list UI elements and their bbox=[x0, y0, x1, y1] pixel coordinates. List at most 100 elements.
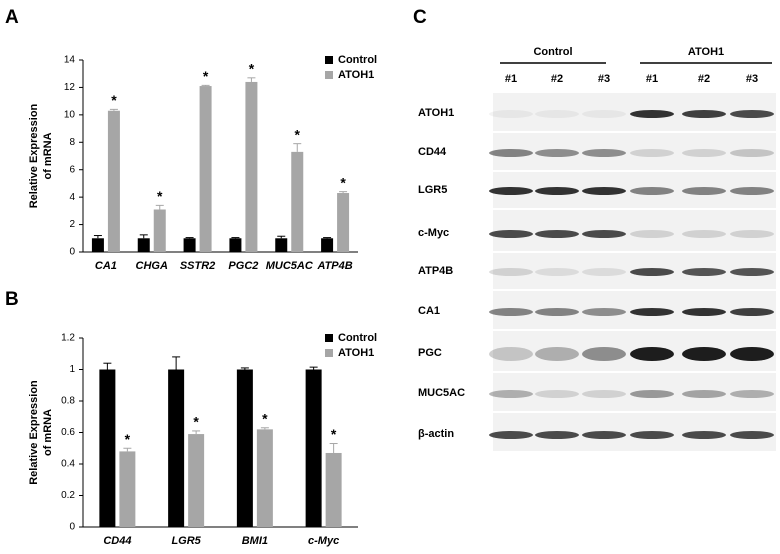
row-label: CA1 bbox=[418, 305, 440, 317]
lane-label: #1 bbox=[646, 73, 658, 85]
y-tick-label: 0.6 bbox=[61, 427, 75, 438]
error-bar bbox=[309, 366, 318, 370]
y-tick-label: 0.4 bbox=[61, 459, 75, 470]
legend-label: Control bbox=[338, 54, 377, 66]
legend-label: ATOH1 bbox=[338, 69, 374, 81]
y-tick-label: 2 bbox=[69, 219, 75, 230]
significance: * bbox=[340, 174, 346, 190]
bar bbox=[188, 434, 205, 527]
bar bbox=[275, 238, 288, 252]
lane-label: #2 bbox=[698, 73, 710, 85]
bar bbox=[91, 238, 104, 252]
y-tick-label: 0 bbox=[69, 522, 75, 533]
error-bar bbox=[323, 237, 332, 239]
blot-band bbox=[535, 149, 579, 157]
significance: * bbox=[193, 414, 199, 430]
error-bar bbox=[123, 447, 132, 452]
bar bbox=[199, 86, 212, 252]
blot-band bbox=[682, 431, 726, 439]
bar bbox=[236, 369, 253, 527]
y-tick-label: 4 bbox=[69, 192, 75, 203]
blot-band bbox=[630, 110, 674, 118]
blot-band bbox=[682, 149, 726, 157]
significance: * bbox=[111, 92, 117, 108]
blot-band bbox=[582, 431, 626, 439]
blot-band bbox=[535, 390, 579, 398]
bar bbox=[107, 110, 120, 252]
blot-band bbox=[535, 268, 579, 276]
blot-band bbox=[535, 230, 579, 238]
blot-band bbox=[582, 308, 626, 316]
y-tick-label: 1 bbox=[69, 364, 75, 375]
error-bar bbox=[109, 108, 118, 111]
lane-label: #3 bbox=[598, 73, 610, 85]
panel-label: B bbox=[5, 289, 19, 310]
blot-band bbox=[630, 431, 674, 439]
group-label: ATOH1 bbox=[688, 46, 724, 58]
blot-band bbox=[730, 268, 774, 276]
panel-label: A bbox=[5, 7, 19, 28]
bar bbox=[168, 369, 185, 527]
bar bbox=[153, 209, 166, 252]
blot-band bbox=[489, 110, 533, 118]
blot-band bbox=[630, 308, 674, 316]
legend-swatch bbox=[325, 71, 333, 79]
blot-band bbox=[535, 110, 579, 118]
error-bar bbox=[293, 143, 302, 152]
row-label: LGR5 bbox=[418, 184, 447, 196]
significance: * bbox=[157, 188, 163, 204]
y-tick-label: 1.2 bbox=[61, 333, 75, 344]
x-tick-label: CD44 bbox=[103, 535, 131, 547]
blot-band bbox=[582, 347, 626, 361]
y-tick-label: 10 bbox=[64, 109, 76, 120]
bar bbox=[321, 238, 334, 252]
y-tick-label: 0.8 bbox=[61, 396, 75, 407]
bar bbox=[305, 369, 322, 527]
legend-swatch bbox=[325, 56, 333, 64]
blot-band bbox=[489, 149, 533, 157]
bar bbox=[229, 238, 242, 252]
x-tick-label: PGC2 bbox=[228, 260, 258, 272]
significance: * bbox=[249, 61, 255, 77]
blot-band bbox=[730, 390, 774, 398]
error-bar bbox=[103, 362, 112, 370]
blot-band bbox=[730, 110, 774, 118]
row-label: ATOH1 bbox=[418, 107, 454, 119]
significance: * bbox=[125, 431, 131, 447]
error-bar bbox=[247, 77, 256, 82]
significance: * bbox=[203, 68, 209, 84]
bar bbox=[119, 451, 136, 527]
significance: * bbox=[262, 410, 268, 426]
blot-band bbox=[730, 149, 774, 157]
lane-label: #2 bbox=[551, 73, 563, 85]
legend-label: Control bbox=[338, 332, 377, 344]
blot-band bbox=[682, 390, 726, 398]
y-tick-label: 0 bbox=[69, 247, 75, 258]
blot-band bbox=[489, 187, 533, 195]
blot-band bbox=[682, 347, 726, 361]
blot-band bbox=[489, 431, 533, 439]
row-label: PGC bbox=[418, 347, 442, 359]
group-label: Control bbox=[533, 46, 572, 58]
error-bar bbox=[260, 427, 269, 430]
error-bar bbox=[172, 356, 181, 370]
error-bar bbox=[231, 237, 240, 239]
blot-band bbox=[489, 347, 533, 361]
error-bar bbox=[93, 235, 102, 239]
row-label: ATP4B bbox=[418, 265, 453, 277]
error-bar bbox=[155, 204, 164, 210]
error-bar bbox=[201, 84, 210, 87]
x-tick-label: c-Myc bbox=[308, 535, 339, 547]
blot-band bbox=[582, 268, 626, 276]
blot-band bbox=[730, 431, 774, 439]
error-bar bbox=[192, 430, 201, 435]
blot-band bbox=[730, 347, 774, 361]
bar bbox=[183, 238, 196, 252]
blot-band bbox=[630, 347, 674, 361]
bar bbox=[325, 452, 342, 527]
y-tick-label: 0.2 bbox=[61, 490, 75, 501]
y-axis-title: of mRNA bbox=[42, 132, 54, 179]
row-label: MUC5AC bbox=[418, 387, 465, 399]
x-tick-label: CA1 bbox=[95, 260, 117, 272]
legend-label: ATOH1 bbox=[338, 347, 374, 359]
